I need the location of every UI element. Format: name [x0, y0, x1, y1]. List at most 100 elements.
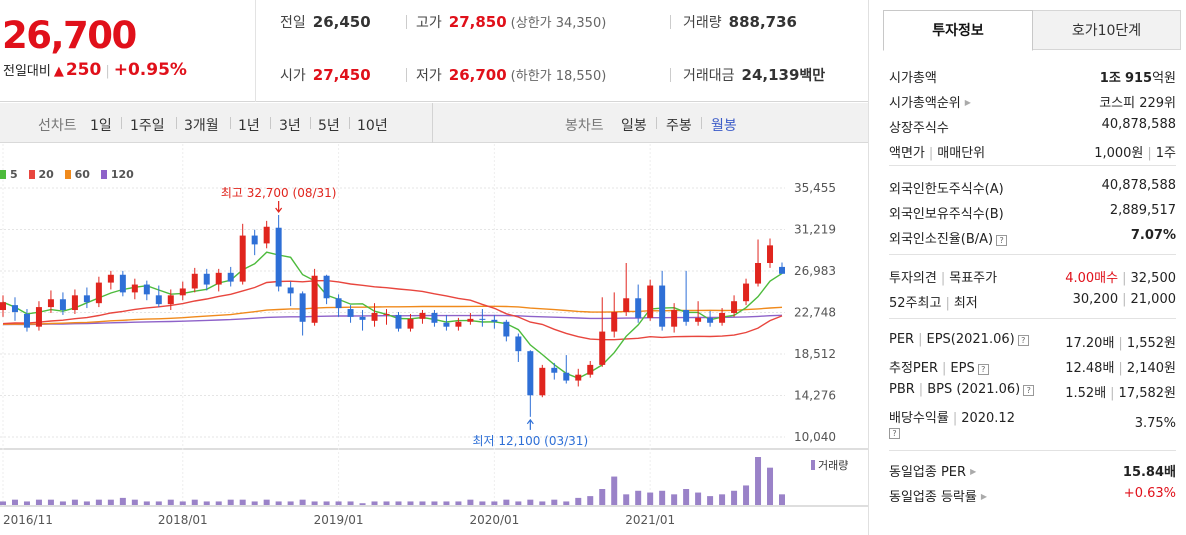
candle-body	[323, 275, 330, 299]
candle-weekly-button[interactable]: 주봉	[666, 118, 692, 134]
volume-bar	[755, 457, 762, 505]
volume-bar	[647, 492, 654, 505]
open-label: 시가	[280, 68, 306, 84]
candle-body	[359, 316, 366, 320]
high-price: 고가 27,850 (상한가 34,350)	[416, 12, 606, 32]
volume-bar	[179, 501, 186, 505]
x-tick-label: 2018/01	[158, 513, 208, 527]
period-3m-button[interactable]: 3개월	[184, 118, 219, 134]
candle-body	[563, 372, 570, 381]
industry-change-label[interactable]: 동일업종 등락률 ▶	[889, 486, 987, 505]
line-chart-label: 선차트	[38, 118, 77, 134]
divider: |	[1110, 386, 1115, 401]
period-3y-button[interactable]: 3년	[279, 118, 301, 134]
volume-bar	[683, 489, 690, 505]
info-row-industry-per: 동일업종 PER ▶ 15.84배	[889, 457, 1176, 482]
prev-close: 전일 26,450	[280, 12, 371, 32]
chart-canvas: 35,455 31,219 26,983 22,748 18,512 14,276 10,0…	[0, 144, 868, 535]
lot-value: 1주	[1155, 146, 1176, 161]
volume-bar	[23, 501, 30, 505]
caret-right-icon: ▶	[970, 467, 977, 476]
help-icon[interactable]: ?	[889, 428, 900, 439]
candle-body	[755, 262, 762, 284]
open-price: 시가 27,450	[280, 65, 371, 85]
volume-bar	[335, 501, 342, 505]
divider	[121, 117, 122, 129]
candle-body	[695, 317, 702, 322]
mcap-rank-value: 코스피 229위	[1099, 96, 1176, 111]
est-per-number: 12.48배	[1065, 361, 1115, 376]
volume-bar	[155, 501, 162, 505]
info-row-per: PER | EPS(2021.06)? 17.20배 | 1,552원	[889, 328, 1176, 353]
period-10y-button[interactable]: 10년	[357, 118, 388, 134]
w52-label: 52주최고 | 최저	[889, 292, 978, 311]
face-lot-value: 1,000원 | 1주	[1094, 142, 1176, 161]
info-group-opinion: 투자의견 | 목표주가 4.00매수 | 32,500 52주최고 | 최저 30,200 |…	[889, 263, 1176, 313]
divider	[889, 254, 1176, 255]
foreign-ratio-text: 외국인소진율(B/A)	[889, 232, 994, 247]
divider	[656, 117, 657, 129]
divider	[670, 15, 671, 29]
period-5y-button[interactable]: 5년	[318, 118, 340, 134]
legend-swatch	[64, 170, 71, 179]
volume-bar	[407, 501, 414, 505]
candle-body	[587, 364, 594, 375]
price-box: 26,700 전일대비 ▲ 250 | +0.95%	[0, 0, 256, 102]
divider: |	[1118, 336, 1123, 351]
industry-per-label[interactable]: 동일업종 PER ▶	[889, 461, 976, 480]
prev-close-value: 26,450	[312, 13, 371, 31]
tab-order-book[interactable]: 호가10단계	[1033, 10, 1181, 50]
mcap-rank-label[interactable]: 시가총액순위 ▶	[889, 92, 971, 111]
help-icon[interactable]: ?	[977, 364, 989, 375]
candle-body	[71, 295, 78, 311]
info-group-valuation: PER | EPS(2021.06)? 17.20배 | 1,552원 추정PER | EP…	[889, 328, 1176, 446]
candle-body	[455, 321, 462, 327]
eps-number: 1,552원	[1126, 336, 1176, 351]
period-1d-button[interactable]: 1일	[90, 118, 112, 134]
low-annotation: 최저 12,100 (03/31)	[472, 434, 588, 448]
low-price: 저가 26,700 (하한가 18,550)	[416, 65, 606, 85]
price-chart[interactable]: 35,455 31,219 26,983 22,748 18,512 14,276 10,0…	[0, 144, 868, 535]
period-1y-button[interactable]: 1년	[238, 118, 260, 134]
est-eps-number: 2,140원	[1126, 361, 1176, 376]
candle-body	[251, 235, 258, 245]
per-label: PER | EPS(2021.06)?	[889, 332, 1029, 347]
info-row-shares: 상장주식수 40,878,588	[889, 113, 1176, 138]
info-row-foreign-hold: 외국인보유주식수(B) 2,889,517	[889, 199, 1176, 224]
volume-bar	[71, 499, 78, 505]
volume-bar	[707, 496, 714, 505]
high-annotation: 최고 32,700 (08/31)	[221, 186, 337, 200]
volume-bar	[431, 501, 438, 505]
change-amount: 250	[65, 60, 102, 80]
volume-bar	[47, 499, 54, 505]
volume-bar	[443, 501, 450, 505]
volume-bar	[383, 501, 390, 505]
candle-body	[347, 309, 354, 317]
open-value: 27,450	[312, 66, 371, 84]
divider	[270, 117, 271, 129]
candle-daily-button[interactable]: 일봉	[621, 118, 647, 134]
candle-monthly-button[interactable]: 월봉	[711, 118, 737, 134]
help-icon[interactable]: ?	[996, 235, 1008, 246]
pbr-text: PBR	[889, 382, 915, 397]
x-tick-label: 2020/01	[469, 513, 519, 527]
face-lot-label: 액면가 | 매매단위	[889, 142, 985, 161]
volume-bar	[191, 499, 198, 505]
tab-investment-info[interactable]: 투자정보	[883, 10, 1033, 51]
candle-body	[743, 283, 750, 302]
divider	[176, 117, 177, 129]
pbr-value: 1.52배 | 17,582원	[1065, 382, 1176, 401]
period-1w-button[interactable]: 1주일	[130, 118, 165, 134]
help-icon[interactable]: ?	[1023, 385, 1035, 396]
volume-bar	[623, 494, 630, 505]
w52-high: 30,200	[1072, 292, 1119, 307]
candle-body	[467, 318, 474, 322]
volume-bar	[395, 501, 402, 505]
per-value: 17.20배 | 1,552원	[1065, 332, 1176, 351]
candle-body	[491, 319, 498, 322]
candle-body	[107, 274, 114, 283]
amount-unit: 백만	[799, 68, 826, 84]
help-icon[interactable]: ?	[1017, 335, 1029, 346]
candle-body	[479, 318, 486, 320]
high-value: 27,850	[448, 13, 507, 31]
